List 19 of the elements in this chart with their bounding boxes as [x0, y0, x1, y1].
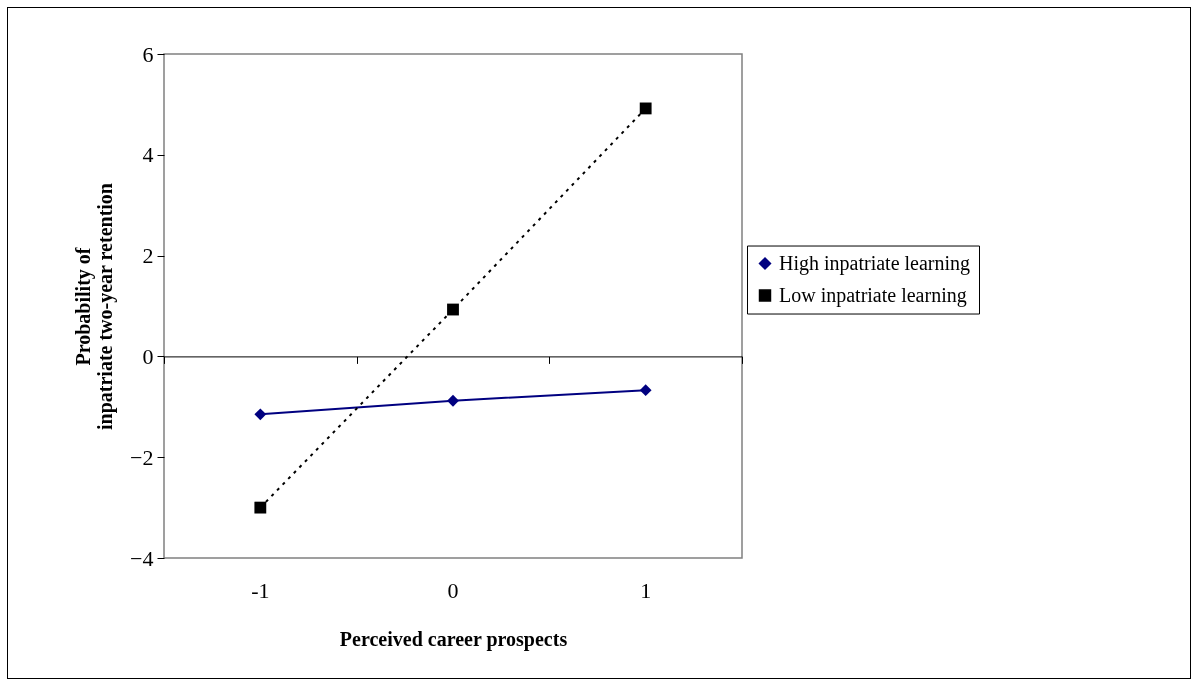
y-tick-label: −4 — [130, 545, 154, 571]
legend-label: High inpatriate learning — [779, 251, 971, 275]
point — [254, 501, 267, 514]
x-tick-label: 1 — [640, 577, 652, 603]
x-tick-label: 0 — [447, 577, 459, 603]
y-tick-label: 4 — [142, 142, 154, 168]
point — [447, 394, 459, 407]
point — [639, 384, 652, 397]
y-tick-label: 6 — [142, 41, 154, 67]
x-axis-title: Perceived career prospects — [339, 627, 568, 651]
y-axis-title: Probability of inpatriate two-year retention — [72, 183, 118, 430]
point — [254, 408, 267, 421]
point — [447, 303, 459, 316]
y-tick-label: 2 — [142, 243, 154, 269]
legend-label: Low inpatriate learning — [779, 283, 967, 307]
y-tick-label: 0 — [142, 343, 154, 369]
y-tick-label: −2 — [130, 444, 154, 470]
point — [639, 102, 652, 115]
x-tick-label: -1 — [251, 577, 270, 603]
